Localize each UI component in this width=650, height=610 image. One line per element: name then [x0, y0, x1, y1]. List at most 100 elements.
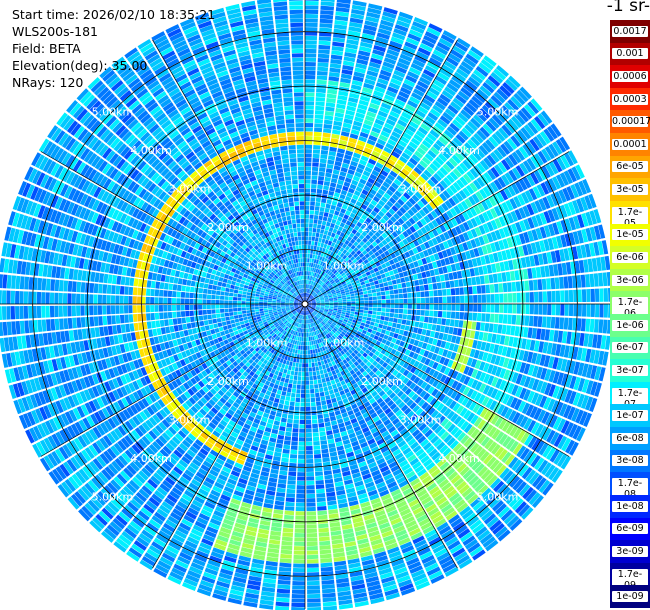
radar-gate [577, 378, 586, 392]
radar-gate [431, 422, 440, 432]
radar-gate [310, 297, 315, 301]
radar-gate [340, 272, 346, 277]
radar-gate [420, 72, 434, 82]
radar-gate [314, 294, 318, 298]
radar-gate [312, 312, 316, 316]
radar-gate [377, 28, 392, 36]
radar-gate [310, 389, 315, 394]
radar-gate [305, 5, 319, 10]
radar-gate [317, 379, 322, 384]
radar-gate [305, 424, 312, 429]
radar-gate [327, 231, 332, 237]
radar-gate [325, 487, 335, 493]
radar-gate [508, 410, 517, 422]
radar-gate [324, 273, 329, 279]
radar-gate [584, 195, 593, 210]
radar-gate [381, 246, 387, 253]
radar-gate [396, 159, 406, 168]
radar-gate [347, 343, 353, 349]
radar-gate [407, 309, 412, 315]
radar-gate [422, 249, 429, 257]
radar-gate [324, 307, 329, 309]
radar-gate [341, 295, 347, 298]
radar-gate [319, 549, 332, 555]
radar-gate [382, 368, 389, 375]
radar-gate [357, 140, 366, 147]
radar-gate [560, 304, 565, 316]
radar-gate [469, 168, 479, 179]
radar-gate [311, 184, 317, 189]
radar-gate [491, 376, 499, 387]
radar-gate [347, 141, 356, 148]
radar-gate [307, 245, 311, 250]
radar-gate [289, 405, 295, 411]
radar-gate [483, 171, 493, 183]
radar-gate [430, 210, 438, 219]
radar-gate [357, 163, 366, 170]
radar-gate [502, 314, 508, 324]
radar-gate [419, 285, 425, 292]
radar-gate [552, 357, 559, 370]
radar-gate [306, 284, 308, 289]
radar-gate [427, 407, 436, 416]
radar-gate [324, 308, 329, 311]
radar-gate [311, 258, 315, 263]
radar-gate [357, 228, 364, 234]
radar-gate [593, 225, 601, 240]
radar-gate [398, 293, 404, 299]
radar-gate [325, 264, 330, 269]
radar-gate [272, 424, 280, 430]
radar-gate [416, 163, 426, 172]
radar-gate [392, 395, 400, 403]
radar-gate [305, 188, 311, 193]
radar-gate [361, 127, 371, 135]
radar-gate [516, 445, 527, 458]
radar-gate [446, 296, 452, 303]
radar-gate [545, 163, 555, 177]
radar-gate [359, 240, 365, 247]
radar-gate [458, 279, 464, 287]
radar-gate [589, 349, 596, 364]
radar-gate [507, 185, 516, 197]
radar-gate [312, 428, 319, 433]
radar-gate [533, 340, 540, 352]
radar-gate [398, 57, 411, 66]
radar-gate [572, 318, 578, 331]
radar-gate [325, 483, 334, 489]
radar-gate [583, 333, 590, 347]
radar-gate [273, 451, 282, 457]
radar-gate [328, 298, 334, 300]
radar-gate [599, 288, 604, 302]
radar-gate [511, 498, 524, 511]
radar-gate [478, 383, 487, 393]
radar-gate [288, 467, 297, 472]
radar-gate [497, 251, 504, 262]
radar-gate [316, 313, 321, 318]
radar-gate [342, 274, 347, 279]
radar-gate [476, 313, 482, 322]
radar-gate [305, 271, 307, 276]
radar-gate [508, 169, 518, 182]
radar-gate [529, 172, 540, 185]
radar-gate [464, 124, 475, 135]
radar-gate [580, 196, 589, 211]
radar-gate [315, 232, 320, 238]
radar-gate [403, 293, 408, 299]
radar-gate [426, 191, 435, 200]
radar-gate [396, 255, 403, 262]
radar-gate [305, 236, 309, 241]
radar-gate [535, 214, 543, 227]
radar-gate [476, 448, 487, 459]
radar-gate [307, 302, 312, 304]
radar-gate [373, 335, 379, 341]
radar-gate [542, 252, 549, 265]
radar-gate [370, 199, 378, 207]
radar-gate [507, 75, 521, 88]
radar-gate [386, 389, 393, 396]
radar-gate [324, 176, 331, 182]
radar-gate [327, 240, 333, 246]
radar-gate [275, 443, 283, 449]
radar-gate [378, 210, 385, 218]
radar-gate [402, 238, 409, 246]
radar-gate [378, 359, 385, 366]
